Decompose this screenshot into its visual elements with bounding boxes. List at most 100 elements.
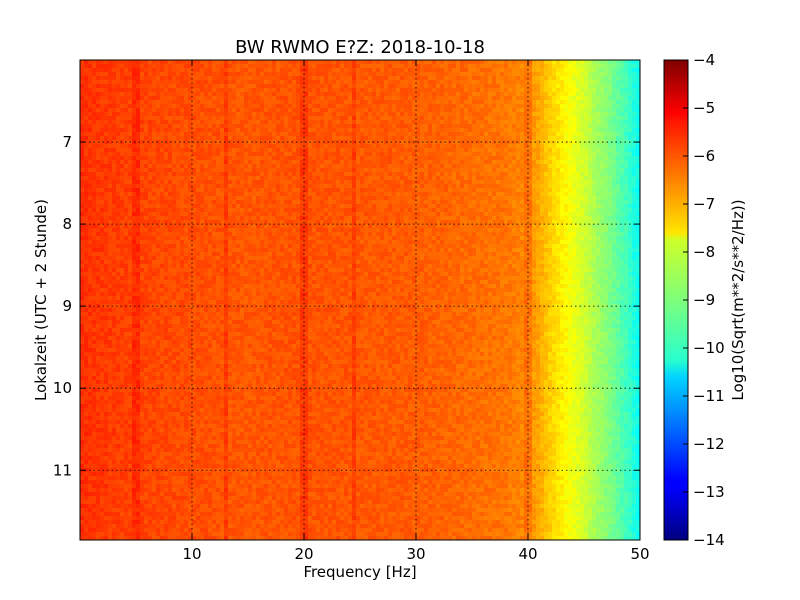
heatmap-cell [556,76,561,81]
heatmap-cell [524,180,529,185]
heatmap-cell [84,104,89,109]
heatmap-cell [404,196,409,201]
heatmap-cell [544,84,549,89]
heatmap-cell [432,60,437,65]
heatmap-cell [636,60,640,65]
heatmap-cell [444,96,449,101]
heatmap-cell [320,120,325,125]
heatmap-cell [172,128,177,133]
heatmap-cell [556,124,561,129]
heatmap-cell [384,128,389,133]
heatmap-cell [452,120,457,125]
heatmap-cell [348,184,353,189]
heatmap-cell [320,152,325,157]
heatmap-cell [620,72,625,77]
heatmap-cell [592,68,597,73]
heatmap-cell [260,128,265,133]
heatmap-cell [440,108,445,113]
heatmap-cell [584,112,589,117]
heatmap-cell [348,120,353,125]
heatmap-cell [292,80,297,85]
heatmap-cell [576,112,581,117]
heatmap-cell [264,160,269,165]
heatmap-cell [272,180,277,185]
heatmap-cell [112,164,117,169]
heatmap-cell [416,168,421,173]
heatmap-cell [412,168,417,173]
heatmap-cell [240,188,245,193]
heatmap-cell [596,60,601,65]
heatmap-cell [388,160,393,165]
heatmap-cell [340,200,345,205]
heatmap-cell [316,60,321,65]
heatmap-cell [344,88,349,93]
heatmap-cell [92,144,97,149]
heatmap-cell [636,192,640,197]
heatmap-cell [344,132,349,137]
heatmap-cell [368,136,373,141]
heatmap-cell [536,136,541,141]
heatmap-cell [184,84,189,89]
heatmap-cell [624,184,629,189]
heatmap-cell [216,160,221,165]
heatmap-cell [580,188,585,193]
heatmap-cell [472,156,477,161]
heatmap-cell [272,124,277,129]
heatmap-cell [116,172,121,177]
heatmap-cell [100,60,105,65]
heatmap-cell [492,108,497,113]
heatmap-cell [524,72,529,77]
heatmap-cell [448,120,453,125]
heatmap-cell [344,108,349,113]
heatmap-cell [84,140,89,145]
heatmap-cell [236,160,241,165]
heatmap-cell [248,180,253,185]
heatmap-cell [140,92,145,97]
heatmap-cell [164,180,169,185]
heatmap-cell [356,72,361,77]
heatmap-cell [584,68,589,73]
heatmap-cell [368,144,373,149]
heatmap-cell [300,196,305,201]
heatmap-cell [528,120,533,125]
heatmap-cell [424,84,429,89]
heatmap-cell [488,92,493,97]
heatmap-cell [456,168,461,173]
heatmap-cell [284,180,289,185]
heatmap-cell [564,108,569,113]
heatmap-cell [304,124,309,129]
heatmap-cell [464,160,469,165]
heatmap-cell [404,132,409,137]
heatmap-cell [476,64,481,69]
heatmap-cell [416,184,421,189]
heatmap-cell [572,184,577,189]
heatmap-cell [404,160,409,165]
heatmap-cell [384,100,389,105]
heatmap-cell [180,184,185,189]
heatmap-cell [380,132,385,137]
heatmap-cell [88,80,93,85]
heatmap-cell [616,68,621,73]
heatmap-cell [220,104,225,109]
heatmap-cell [428,196,433,201]
heatmap-cell [556,156,561,161]
heatmap-cell [84,136,89,141]
heatmap-cell [628,64,633,69]
heatmap-cell [428,64,433,69]
heatmap-cell [212,72,217,77]
heatmap-cell [576,80,581,85]
heatmap-cell [240,124,245,129]
heatmap-cell [400,188,405,193]
heatmap-cell [300,144,305,149]
heatmap-cell [104,144,109,149]
heatmap-cell [508,176,513,181]
heatmap-cell [336,96,341,101]
heatmap-cell [228,172,233,177]
heatmap-cell [320,116,325,121]
heatmap-cell [504,168,509,173]
heatmap-cell [188,192,193,197]
heatmap-cell [180,84,185,89]
heatmap-cell [116,116,121,121]
heatmap-cell [472,132,477,137]
heatmap-cell [396,152,401,157]
